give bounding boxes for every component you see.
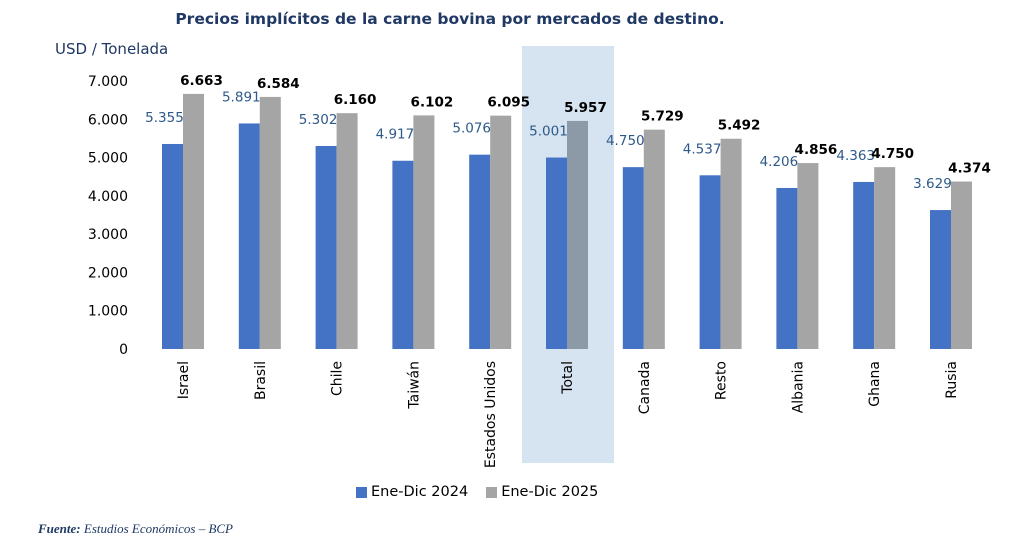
bar-2025	[874, 167, 896, 349]
data-label-2024: 4.917	[376, 127, 415, 143]
bar-2025	[336, 113, 358, 349]
data-label-2025: 5.492	[718, 118, 761, 134]
data-label-2025: 6.584	[257, 76, 300, 92]
bar-2024	[930, 210, 951, 349]
bar-2024	[622, 167, 644, 349]
chart-title: Precios implícitos de la carne bovina po…	[175, 10, 725, 28]
bar-2024	[469, 154, 491, 349]
data-label-2024: 4.750	[606, 133, 645, 149]
y-axis-label: USD / Tonelada	[55, 40, 169, 58]
y-tick-label: 3.000	[88, 227, 128, 243]
category-label: Rusia	[944, 361, 960, 399]
bar-2025	[183, 93, 204, 349]
data-label-2024: 4.206	[760, 154, 799, 170]
data-label-2024: 5.355	[145, 110, 184, 126]
y-tick-label: 4.000	[88, 189, 128, 205]
y-tick-label: 6.000	[88, 112, 128, 128]
data-label-2025: 6.095	[487, 95, 530, 111]
source-prefix: Fuente:	[38, 521, 81, 536]
data-label-2024: 4.363	[836, 148, 875, 164]
y-tick-label: 7.000	[88, 74, 128, 90]
legend-item-2024: Ene-Dic 2024	[356, 484, 468, 500]
legend-swatch-2024	[356, 486, 367, 498]
category-label: Albania	[790, 361, 806, 413]
bar-2024	[238, 123, 260, 349]
bar-2024	[776, 187, 798, 349]
data-label-2025: 5.729	[641, 109, 684, 125]
data-label-2024: 5.302	[299, 112, 338, 128]
bar-2024	[853, 181, 875, 349]
bar-2025	[567, 120, 588, 349]
data-label-2024: 4.537	[683, 141, 722, 157]
bar-2024	[699, 175, 721, 349]
y-tick-label: 0	[119, 342, 128, 358]
y-tick-label: 5.000	[88, 151, 128, 167]
bar-2025	[490, 115, 512, 349]
bar-2025	[259, 96, 281, 350]
legend-label-2025: Ene-Dic 2025	[501, 484, 599, 500]
source-note: Fuente: Estudios Económicos – BCP	[38, 521, 233, 537]
data-label-2025: 6.102	[411, 94, 454, 110]
legend-label-2024: Ene-Dic 2024	[371, 484, 469, 500]
data-label-2025: 4.374	[948, 161, 991, 177]
category-label: Chile	[330, 361, 346, 396]
bar-2025	[720, 138, 742, 349]
category-label: Total	[560, 361, 576, 395]
bar-2025	[643, 129, 665, 349]
category-label: Canada	[637, 361, 653, 414]
data-label-2025: 6.663	[180, 73, 223, 89]
legend-swatch-2025	[486, 486, 498, 498]
category-label: Brasil	[253, 361, 269, 400]
data-label-2024: 5.076	[452, 121, 491, 137]
y-tick-label: 2.000	[88, 265, 128, 281]
bar-2024	[392, 160, 414, 349]
data-label-2025: 6.160	[334, 92, 377, 108]
source-text: Estudios Económicos – BCP	[80, 521, 234, 536]
legend-item-2025: Ene-Dic 2025	[486, 484, 598, 500]
bar-2024	[546, 157, 567, 349]
category-label: Taiwán	[406, 361, 422, 410]
y-tick-label: 1.000	[88, 304, 128, 320]
bar-2025	[413, 115, 435, 349]
data-label-2025: 5.957	[564, 100, 607, 116]
data-label-2024: 3.629	[913, 176, 952, 192]
bar-2024	[315, 146, 337, 349]
bar-2025	[951, 181, 972, 349]
bar-2025	[797, 163, 819, 349]
category-label: Estados Unidos	[483, 361, 499, 468]
data-label-2025: 4.750	[871, 146, 914, 162]
legend: Ene-Dic 2024 Ene-Dic 2025	[356, 484, 598, 500]
data-label-2024: 5.891	[222, 89, 261, 105]
data-label-2024: 5.001	[529, 124, 568, 140]
bar-2024	[162, 143, 183, 349]
category-label: Resto	[714, 361, 730, 400]
data-label-2025: 4.856	[795, 142, 838, 158]
category-label: Ghana	[867, 361, 883, 407]
category-label: Israel	[176, 361, 192, 399]
